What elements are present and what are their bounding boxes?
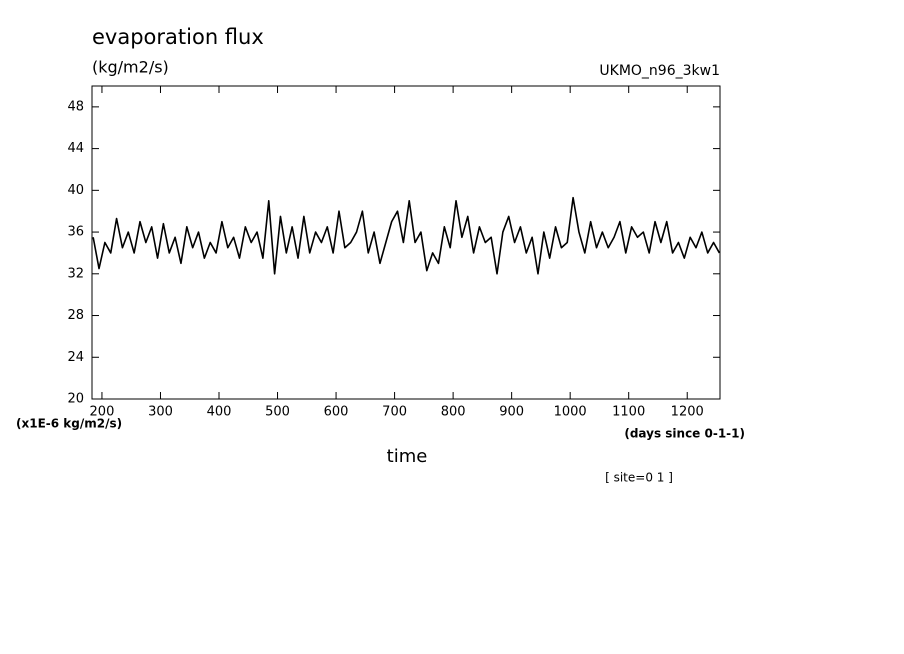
x-tick-label: 900 xyxy=(499,405,524,420)
y-tick-label: 40 xyxy=(67,183,84,198)
x-tick-label: 500 xyxy=(265,405,290,420)
model-label: UKMO_n96_3kw1 xyxy=(599,63,720,79)
y-tick-label: 24 xyxy=(67,350,84,365)
x-tick-label: 200 xyxy=(90,405,115,420)
x-axis-label: time xyxy=(387,446,428,467)
y-tick-label: 32 xyxy=(67,266,84,281)
y-tick-label: 48 xyxy=(67,99,84,114)
chart-subtitle: (kg/m2/s) xyxy=(92,58,169,77)
y-tick-label: 44 xyxy=(67,141,84,156)
x-tick-label: 1100 xyxy=(612,405,645,420)
x-tick-label: 800 xyxy=(441,405,466,420)
x-tick-label: 1000 xyxy=(554,405,587,420)
plot-frame xyxy=(91,85,721,400)
data-line xyxy=(92,196,721,275)
y-tick-label: 28 xyxy=(67,308,84,323)
x-tick-label: 300 xyxy=(148,405,173,420)
x-tick-label: 700 xyxy=(382,405,407,420)
y-unit: (x1E-6 kg/m2/s) xyxy=(16,417,122,431)
annotation: [ site=0 1 ] xyxy=(605,471,673,485)
y-tick-label: 36 xyxy=(67,225,84,240)
chart-title: evaporation flux xyxy=(92,25,264,49)
y-tick-label: 20 xyxy=(67,392,84,407)
x-tick-label: 1200 xyxy=(671,405,704,420)
x-tick-label: 400 xyxy=(207,405,232,420)
x-unit: (days since 0-1-1) xyxy=(624,427,745,441)
x-tick-label: 600 xyxy=(324,405,349,420)
